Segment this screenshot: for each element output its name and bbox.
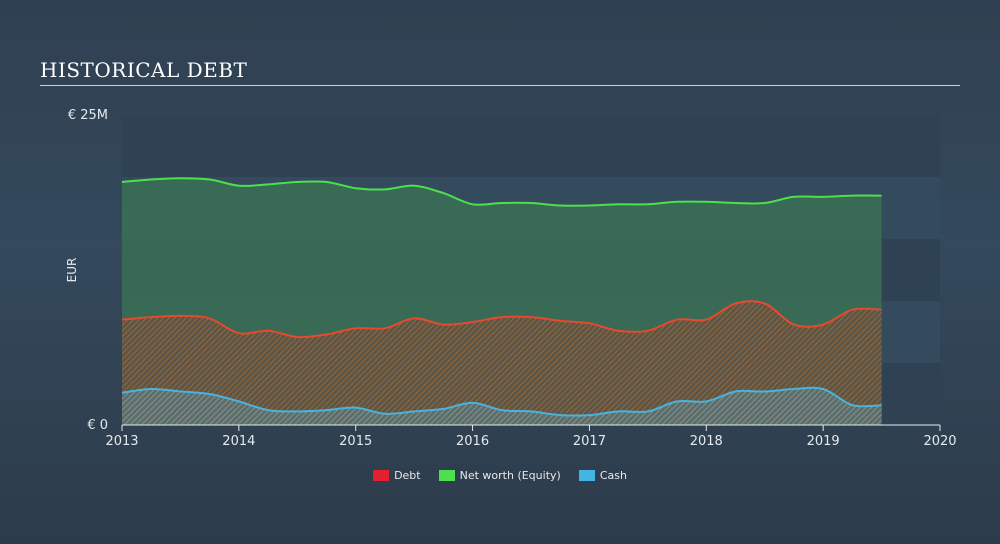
legend-label-debt: Debt bbox=[394, 469, 421, 482]
cash-area bbox=[122, 387, 882, 425]
legend-swatch-debt bbox=[373, 470, 390, 481]
series-areas bbox=[122, 178, 882, 425]
x-tick-label: 2016 bbox=[456, 434, 489, 449]
axes: 2013 2014 2015 2016 2017 2018 2019 2020 € 0 € 25M… bbox=[65, 108, 957, 449]
x-tick-label: 2014 bbox=[222, 434, 255, 449]
legend: Debt Net worth (Equity) Cash bbox=[0, 469, 1000, 482]
legend-item-equity[interactable]: Net worth (Equity) bbox=[438, 469, 561, 482]
x-tick-label: 2019 bbox=[807, 434, 840, 449]
cash-line bbox=[121, 386, 882, 417]
x-tick-label: 2013 bbox=[105, 434, 138, 449]
legend-swatch-cash bbox=[578, 470, 595, 481]
y-tick-label: € 25M bbox=[68, 108, 108, 123]
x-tick-label: 2015 bbox=[339, 434, 372, 449]
legend-item-cash[interactable]: Cash bbox=[578, 469, 627, 482]
x-tick-label: 2020 bbox=[923, 434, 956, 449]
x-tick-label: 2018 bbox=[690, 434, 723, 449]
legend-label-equity: Net worth (Equity) bbox=[459, 469, 561, 482]
legend-swatch-equity bbox=[438, 470, 455, 481]
legend-item-debt[interactable]: Debt bbox=[373, 469, 421, 482]
title-divider bbox=[40, 85, 960, 86]
chart-title: HISTORICAL DEBT bbox=[40, 58, 248, 82]
series-lines bbox=[121, 177, 882, 417]
y-axis-label: EUR bbox=[65, 258, 79, 283]
debt-line bbox=[121, 300, 882, 339]
equity-line bbox=[121, 177, 882, 207]
x-tick-label: 2017 bbox=[573, 434, 606, 449]
plot-band bbox=[122, 115, 940, 177]
legend-label-cash: Cash bbox=[599, 469, 627, 482]
y-tick-label: € 0 bbox=[87, 418, 108, 433]
debt-area bbox=[122, 301, 882, 425]
